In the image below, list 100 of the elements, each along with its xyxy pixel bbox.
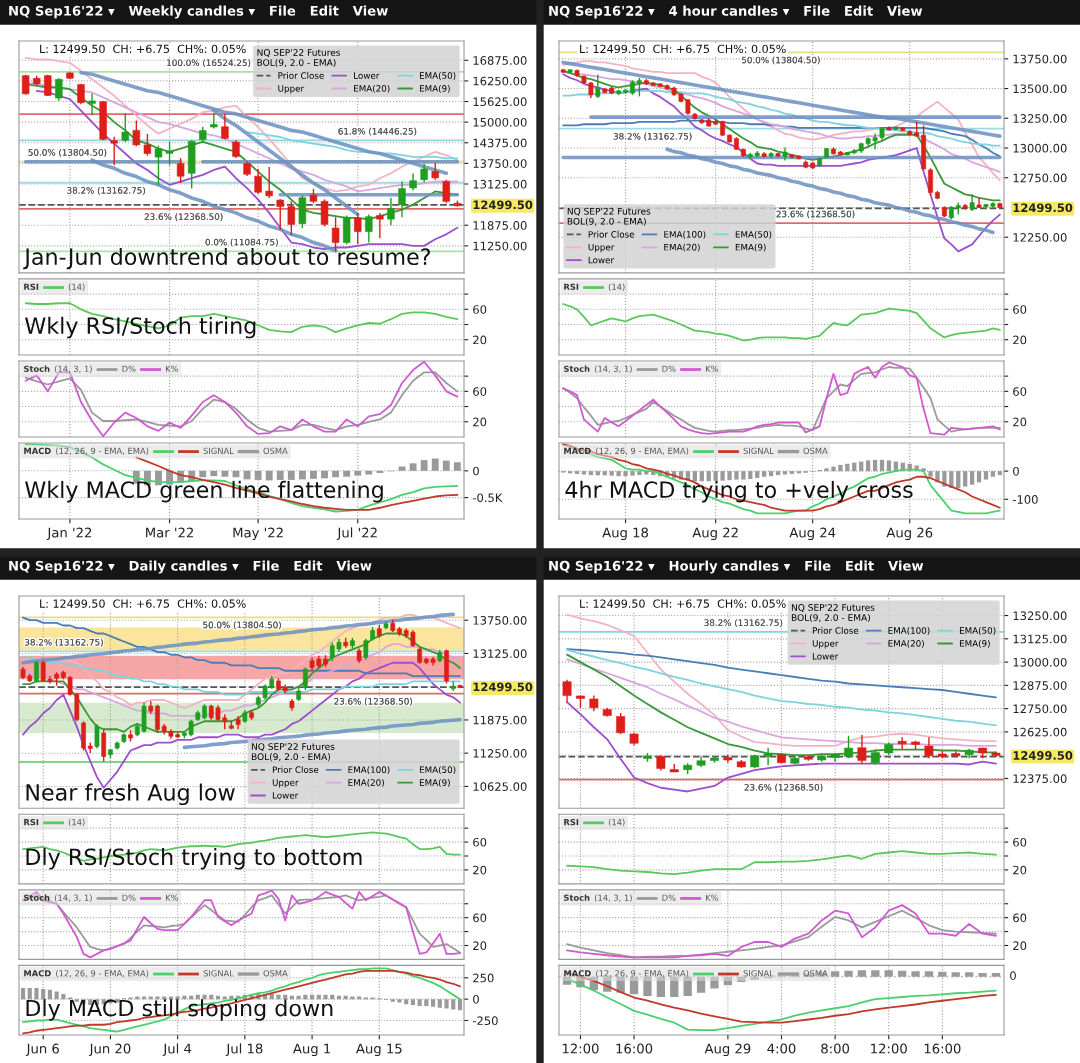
legend-label: K% (705, 894, 719, 901)
ref-line-label: 50.0% (13804.50) (741, 56, 820, 65)
y-tick-label: 11875.00 (473, 715, 527, 725)
legend-label: (14) (68, 818, 85, 827)
chart-title: NQ Sep16'22 ▾ Hourly candles ▾ File Edit View (549, 560, 924, 574)
y-tick-label: 12375.00 (1013, 774, 1067, 783)
y-tick-label: 12750.00 (1013, 173, 1067, 183)
legend-label: Prior Close (588, 230, 635, 238)
legend-title: (14, 3, 1) (594, 365, 632, 373)
y-tick-label: 12499.50 (473, 682, 533, 692)
annotation: Dly MACD still sloping down (26, 999, 333, 1021)
chart-subtitle: L: 12499.50 CH: +6.75 CH%: 0.05% (580, 44, 786, 54)
legend-label: EMA(50) (959, 627, 996, 635)
x-tick-label: Aug 22 (692, 527, 738, 541)
y-tick-label: 12250.00 (1013, 233, 1067, 242)
legend-label: EMA(9) (419, 779, 450, 787)
y-tick-label: 12625.00 (1013, 727, 1067, 737)
x-tick-label: 16:00 (924, 1043, 961, 1054)
legend-label: Prior Close (272, 766, 319, 773)
legend-label: SIGNAL (203, 447, 234, 454)
legend-label: (14) (68, 283, 85, 291)
x-tick-label: 4:00 (767, 1043, 796, 1054)
y-tick-label: 60 (1013, 837, 1027, 847)
y-tick-label: 13250.00 (1013, 611, 1067, 621)
x-tick-label: Aug 24 (789, 527, 836, 541)
chart-title: RSI (24, 818, 39, 826)
chart-title: Stoch (24, 365, 50, 372)
legend-label: (14) (608, 283, 625, 291)
legend-label: OSMA (803, 447, 828, 454)
annotation: Near fresh Aug low (26, 783, 235, 806)
y-tick-label: -100 (1012, 495, 1038, 504)
x-tick-label: Aug 18 (602, 527, 649, 541)
y-tick-label: 11250.00 (473, 749, 527, 758)
ref-line-label: 38.2% (13162.75) (613, 132, 692, 141)
y-tick-label: 20 (1013, 865, 1027, 875)
y-tick-label: 20 (1013, 335, 1027, 345)
y-tick-label: 13750.00 (1013, 54, 1067, 64)
ref-line-label: 23.6% (12368.50) (744, 783, 823, 792)
legend-label: Lower (272, 792, 299, 799)
legend-title: (14, 3, 1) (54, 365, 92, 373)
y-tick-label: 0 (473, 466, 479, 476)
legend-label: EMA(20) (664, 243, 700, 252)
x-tick-label: Jul 4 (162, 1043, 192, 1056)
legend-label: EMA(100) (664, 230, 706, 239)
legend-title: (12, 26, 9 - EMA, EMA) (596, 447, 689, 455)
x-tick-label: 12:00 (871, 1043, 907, 1054)
legend-label: EMA(50) (419, 766, 456, 775)
y-tick-label: 60 (473, 305, 487, 314)
ref-line-label: 23.6% (12368.50) (334, 697, 412, 706)
y-tick-label: 60 (1013, 305, 1027, 314)
chart-subtitle: L: 12499.50 CH: +6.75 CH%: 0.05% (40, 599, 246, 608)
chart-title: Stoch (564, 365, 590, 372)
y-tick-label: 20 (1013, 941, 1027, 951)
x-tick-label: Jun 6 (25, 1043, 59, 1056)
y-tick-label: 60 (473, 837, 487, 847)
legend-label: Upper (812, 640, 839, 649)
legend-title: (14, 3, 1) (594, 894, 632, 902)
legend-label: EMA(20) (348, 779, 384, 787)
legend-label: EMA(50) (735, 230, 772, 239)
legend-label: Lower (812, 653, 839, 660)
chart-title: MACD (24, 970, 51, 977)
legend-title: (12, 26, 9 - EMA, EMA) (56, 447, 149, 455)
y-tick-label: 20 (1013, 417, 1027, 427)
legend-title: (12, 26, 9 - EMA, EMA) (596, 970, 689, 978)
legend-title: (14, 3, 1) (54, 894, 92, 902)
legend-title: NQ SEP'22 Futures BOL(9, 2.0 - EMA) (567, 207, 651, 226)
y-tick-label: 20 (473, 865, 487, 875)
legend-label: Lower (588, 256, 615, 264)
legend-label: K% (165, 894, 179, 901)
y-tick-label: 20 (473, 941, 487, 951)
y-tick-label: 13000.00 (1013, 657, 1067, 667)
x-tick-label: Jul '22 (336, 527, 377, 540)
legend-label: OSMA (803, 970, 828, 977)
legend-label: K% (165, 365, 179, 372)
y-tick-label: -0.5K (472, 493, 503, 503)
legend-label: K% (705, 365, 719, 372)
x-tick-label: Aug 15 (356, 1043, 402, 1057)
x-tick-label: Aug 1 (293, 1043, 331, 1057)
legend-label: D% (122, 365, 136, 372)
y-tick-label: 12750.00 (1013, 704, 1067, 714)
legend-label: EMA(20) (888, 639, 924, 648)
legend-label: EMA(100) (348, 766, 390, 775)
legend-label: Prior Close (812, 627, 859, 634)
y-tick-label: 12499.50 (1013, 751, 1073, 760)
legend-label: Upper (588, 243, 615, 253)
y-tick-label: 13000.00 (1013, 143, 1067, 153)
legend-title: NQ SEP'22 Futures BOL(9, 2.0 - EMA) (251, 743, 335, 762)
x-tick-label: Aug 29 (704, 1043, 751, 1057)
legend-label: SIGNAL (743, 447, 774, 454)
ref-line-label: 38.2% (13162.75) (25, 638, 103, 647)
legend-label: D% (662, 365, 676, 372)
y-tick-label: 250 (473, 973, 494, 983)
y-tick-label: 60 (473, 913, 487, 923)
legend-label: D% (662, 894, 676, 901)
legend-title: (12, 26, 9 - EMA, EMA) (56, 970, 149, 978)
legend-label: SIGNAL (743, 970, 774, 977)
y-tick-label: 20 (473, 335, 487, 345)
chart-title: NQ Sep16'22 ▾ Daily candles ▾ File Edit View (9, 560, 372, 574)
legend-label: OSMA (263, 970, 288, 977)
ref-line-label: 38.2% (13162.75) (704, 619, 783, 627)
